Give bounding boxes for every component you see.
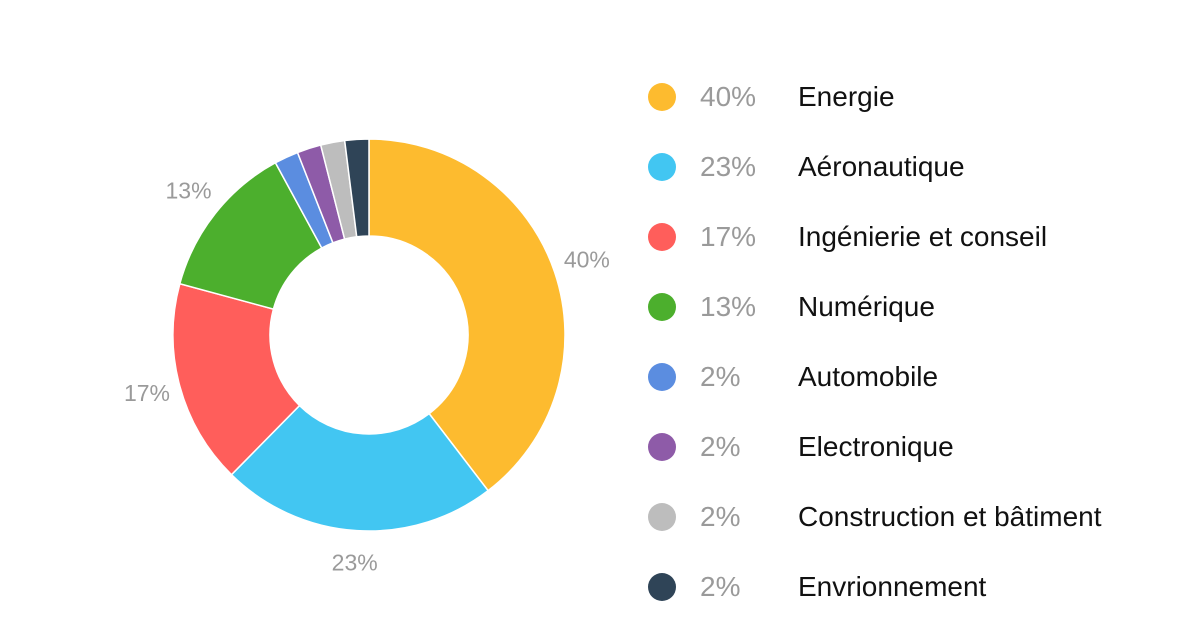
legend-percentage: 2%: [700, 501, 741, 532]
donut-slice-a-ronautique: [230, 404, 490, 532]
legend-dot: [648, 433, 676, 461]
legend-label: Numérique: [798, 291, 935, 322]
donut-slice-labels: 40% 23% 17% 13%: [124, 177, 610, 575]
legend-label: Ingénierie et conseil: [798, 221, 1048, 252]
legend-label: Aéronautique: [798, 151, 965, 182]
legend-label: Energie: [798, 81, 895, 112]
legend-item-electronique: 2% Electronique: [648, 412, 1102, 482]
legend-label: Construction et bâtiment: [798, 501, 1102, 532]
legend-percentage: 17%: [700, 221, 757, 252]
legend-item-construction: 2% Construction et bâtiment: [648, 482, 1102, 552]
legend-item-environnement: 2% Envrionnement: [648, 552, 1102, 622]
legend-percentage: 2%: [700, 431, 741, 462]
donut-slice-energie: [368, 138, 566, 492]
donut-slice-ing-nierie-et-conseil: [172, 282, 301, 476]
legend-item-ingenierie: 17% Ingénierie et conseil: [648, 202, 1102, 272]
legend: 40% Energie 23% Aéronautique 17% Ingénie…: [648, 62, 1102, 622]
legend-dot: [648, 223, 676, 251]
legend-percentage: 40%: [700, 81, 757, 112]
legend-percentage: 2%: [700, 571, 741, 602]
legend-item-aeronautique: 23% Aéronautique: [648, 132, 1102, 202]
slice-value-label: 40%: [564, 246, 610, 272]
legend-label: Electronique: [798, 431, 954, 462]
legend-item-energie: 40% Energie: [648, 62, 1102, 132]
legend-dot: [648, 503, 676, 531]
slice-value-label: 23%: [332, 550, 378, 576]
legend-percentage: 13%: [700, 291, 757, 322]
legend-percentage: 2%: [700, 361, 741, 392]
legend-label: Automobile: [798, 361, 939, 392]
legend-dot: [648, 153, 676, 181]
legend-dot: [648, 363, 676, 391]
legend-item-automobile: 2% Automobile: [648, 342, 1102, 412]
legend-dot: [648, 293, 676, 321]
donut-slices: [172, 138, 566, 532]
legend-percentage: 23%: [700, 151, 757, 182]
legend-label: Envrionnement: [798, 571, 987, 602]
slice-value-label: 17%: [124, 380, 170, 406]
legend-item-numerique: 13% Numérique: [648, 272, 1102, 342]
legend-dot: [648, 573, 676, 601]
donut-slice-envrionnement: [343, 138, 370, 238]
slice-value-label: 13%: [166, 177, 212, 203]
legend-dot: [648, 83, 676, 111]
